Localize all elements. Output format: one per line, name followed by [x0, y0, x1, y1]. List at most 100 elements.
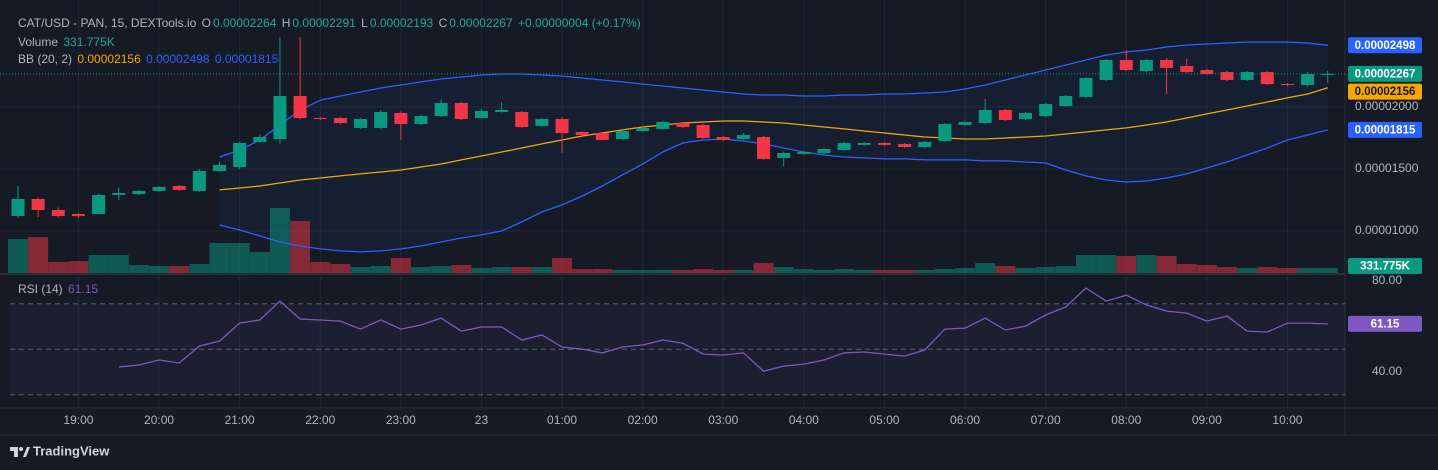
price-badge-text: 0.00002267 — [1355, 68, 1416, 80]
volume-bar — [169, 266, 190, 273]
volume-value: 331.775K — [63, 35, 115, 49]
candle-body — [495, 109, 509, 112]
candle-body — [71, 213, 85, 216]
time-label: 08:00 — [1111, 413, 1141, 427]
price-change: +0.00000004 (+0.17%) — [518, 16, 641, 30]
time-label: 06:00 — [950, 413, 980, 427]
volume-bar — [229, 243, 250, 273]
volume-bar — [773, 267, 794, 273]
bb-basis-badge-bg — [1348, 83, 1422, 100]
candle-body — [92, 195, 106, 214]
bb-basis-line — [219, 87, 1328, 191]
volume-bar — [1257, 267, 1278, 273]
ohlc-letter: O — [201, 16, 211, 30]
price-tick-label: 0.00001500 — [1355, 161, 1419, 175]
volume-badge-bg — [1348, 258, 1422, 274]
volume-bar — [1196, 265, 1217, 273]
candle-body — [998, 109, 1012, 121]
volume-bar — [592, 269, 613, 273]
candle-body — [575, 132, 589, 136]
axes: 19:00 20:00 21:00 22:00 23:00 23 01:00 02:00 03:… — [63, 37, 1422, 427]
volume-bar — [814, 270, 834, 273]
bb-legend: BB (20, 2) 0.00002156 0.00002498 0.00001… — [18, 52, 280, 66]
candle-body — [515, 111, 529, 127]
grid — [0, 0, 1345, 408]
rsi-tick-label: 40.00 — [1372, 364, 1402, 378]
volume-bar — [1156, 256, 1177, 273]
candle-body — [333, 118, 347, 123]
volume-bar — [1015, 268, 1036, 273]
candle-body — [293, 95, 307, 119]
candle-body — [1139, 60, 1153, 72]
candle-body — [51, 210, 65, 216]
volume-bar — [149, 266, 170, 273]
ohlc-letter: H — [281, 16, 291, 30]
rsi-badge-text: 61.15 — [1371, 318, 1400, 330]
bb-lower-line — [219, 129, 1328, 253]
volume-bar — [1217, 267, 1237, 273]
ohlc-value: 0.00002264 — [212, 16, 277, 30]
volume-bar — [914, 270, 935, 273]
volume-legend: Volume 331.775K — [18, 35, 117, 49]
time-label: 04:00 — [789, 413, 819, 427]
candle-body — [31, 198, 45, 211]
bb-basis-badge-text: 0.00002156 — [1355, 86, 1416, 98]
volume-bar — [249, 252, 270, 273]
candle-body — [1180, 65, 1194, 73]
bb-lower-badge-text: 0.00001815 — [1355, 124, 1416, 136]
volume-bar — [451, 265, 472, 273]
volume-bar — [68, 261, 89, 273]
time-label: 07:00 — [1031, 413, 1061, 427]
candle-body — [918, 141, 932, 148]
ohlc-letter: C — [438, 16, 448, 30]
candle-body — [1260, 72, 1274, 85]
candle-body — [414, 116, 428, 124]
candle-body — [172, 185, 186, 190]
volume-badge: 331.775K — [1348, 258, 1422, 274]
volume-bar — [28, 237, 49, 273]
volume-bar — [531, 267, 552, 273]
candle-body — [757, 136, 771, 159]
candle-body — [1099, 60, 1113, 80]
candle-body — [797, 151, 811, 154]
candle-body — [112, 193, 126, 196]
volume-bar — [1055, 266, 1076, 273]
volume-bar — [612, 270, 633, 273]
bb-lower-badge-bg — [1348, 121, 1422, 138]
volume-bar — [652, 270, 673, 273]
volume-bar — [1176, 264, 1197, 273]
candle-body — [1079, 77, 1093, 97]
candle-body — [1280, 84, 1294, 86]
time-label: 10:00 — [1272, 413, 1302, 427]
candle-body — [535, 119, 549, 126]
price-badge: 0.00002267 — [1348, 65, 1422, 82]
candle-body — [434, 103, 448, 117]
volume-bar — [471, 268, 492, 273]
candle-body — [817, 149, 831, 153]
volume-bar — [572, 269, 593, 273]
candle-body — [253, 136, 267, 142]
candle-body — [595, 133, 609, 140]
candle-body — [1059, 95, 1073, 107]
ohlc-value: 0.00002267 — [449, 16, 513, 30]
volume-bar — [290, 221, 311, 273]
bb-upper-line — [219, 41, 1328, 158]
tradingview-logo — [10, 447, 30, 457]
volume-bar — [955, 268, 976, 273]
candle-body — [837, 142, 851, 151]
candle-body — [676, 122, 690, 127]
time-label: 20:00 — [144, 413, 174, 427]
volume-bar — [753, 263, 774, 273]
candle-body — [555, 119, 569, 134]
candle-body — [616, 131, 629, 139]
candle-body — [938, 123, 952, 141]
volume-bar — [48, 262, 69, 273]
volume-bar — [1317, 267, 1338, 273]
candle-body — [656, 121, 670, 129]
volume-bar — [874, 270, 895, 273]
volume-bar — [1035, 267, 1056, 273]
candle-body — [1240, 72, 1254, 80]
time-label: 09:00 — [1192, 413, 1222, 427]
volume-bar — [1237, 268, 1258, 273]
volume-bar — [128, 265, 149, 273]
